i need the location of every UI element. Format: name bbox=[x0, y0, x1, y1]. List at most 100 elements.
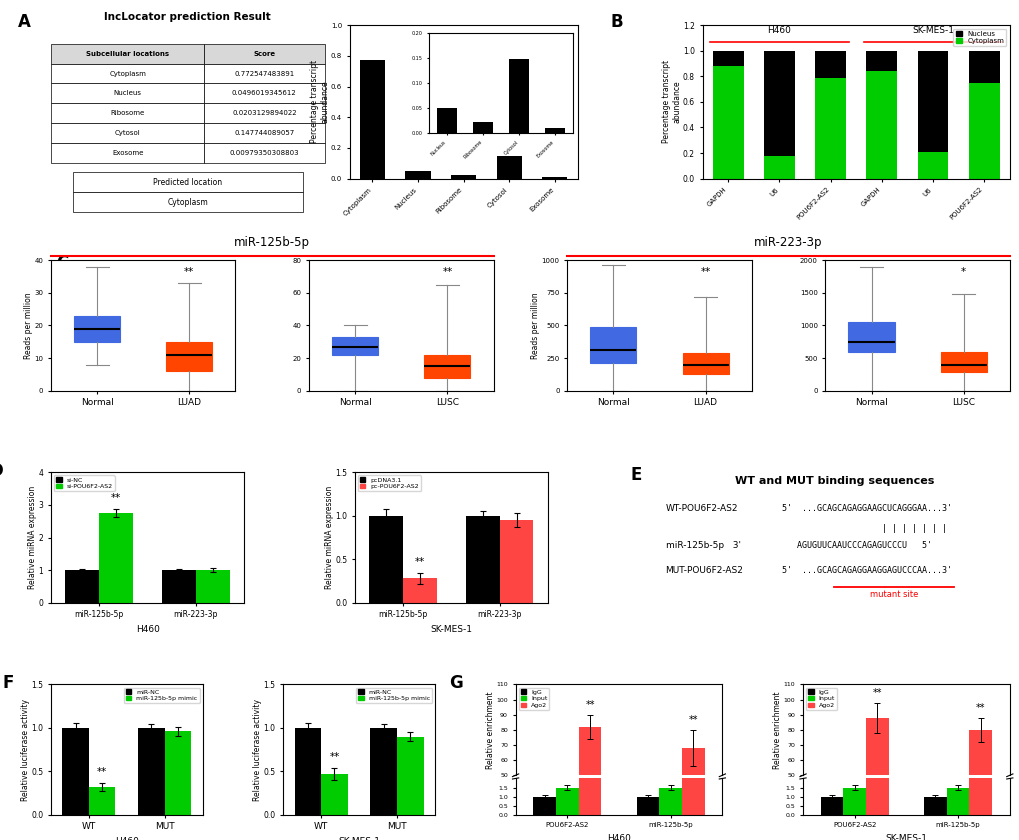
Bar bbox=[712, 50, 743, 66]
Bar bbox=[65, 570, 99, 603]
Legend: Nucleus, Cytoplasm: Nucleus, Cytoplasm bbox=[953, 29, 1006, 46]
Bar bbox=[578, 0, 601, 815]
Text: 0.147744089057: 0.147744089057 bbox=[234, 130, 294, 136]
Text: Subcellular locations: Subcellular locations bbox=[86, 50, 169, 56]
Y-axis label: Relative miRNA expression: Relative miRNA expression bbox=[324, 486, 333, 589]
X-axis label: H460: H460 bbox=[606, 834, 631, 840]
Bar bbox=[555, 788, 578, 815]
Bar bbox=[814, 50, 845, 77]
Text: Cytosol: Cytosol bbox=[114, 130, 141, 136]
Bar bbox=[682, 748, 704, 840]
Bar bbox=[162, 570, 196, 603]
Text: WT and MUT binding sequences: WT and MUT binding sequences bbox=[734, 476, 933, 486]
Text: 0.00979350308803: 0.00979350308803 bbox=[229, 150, 299, 156]
Bar bbox=[370, 728, 396, 815]
Text: 0.772547483891: 0.772547483891 bbox=[234, 71, 294, 76]
Bar bbox=[450, 176, 476, 179]
Legend: pcDNA3.1, pc-POU6F2-AS2: pcDNA3.1, pc-POU6F2-AS2 bbox=[358, 475, 421, 491]
PathPatch shape bbox=[682, 353, 728, 374]
Bar bbox=[62, 728, 89, 815]
Bar bbox=[396, 737, 423, 815]
Bar bbox=[658, 788, 682, 815]
Y-axis label: Relative luciferase activity: Relative luciferase activity bbox=[20, 699, 30, 801]
Text: 5'  ...GCAGCAGAGGAAGGAGUCCCAA...3': 5' ...GCAGCAGAGGAAGGAGUCCCAA...3' bbox=[781, 565, 951, 575]
Legend: miR-NC, miR-125b-5p mimic: miR-NC, miR-125b-5p mimic bbox=[356, 687, 431, 703]
Bar bbox=[946, 788, 968, 815]
X-axis label: SK-MES-1: SK-MES-1 bbox=[884, 834, 926, 840]
Bar bbox=[533, 796, 555, 815]
Text: **: ** bbox=[329, 752, 339, 762]
Text: 0.0496019345612: 0.0496019345612 bbox=[231, 91, 297, 97]
PathPatch shape bbox=[74, 316, 120, 342]
Bar bbox=[578, 727, 601, 840]
Legend: IgG, Input, Ago2: IgG, Input, Ago2 bbox=[519, 687, 549, 710]
Bar bbox=[917, 152, 948, 179]
Bar bbox=[204, 83, 324, 103]
Bar bbox=[923, 796, 946, 815]
Text: Nucleus: Nucleus bbox=[113, 91, 142, 97]
PathPatch shape bbox=[166, 342, 212, 371]
Legend: miR-NC, miR-125b-5p mimic: miR-NC, miR-125b-5p mimic bbox=[123, 687, 200, 703]
Text: Score: Score bbox=[253, 50, 275, 56]
Bar bbox=[138, 728, 165, 815]
Text: F: F bbox=[2, 674, 14, 692]
Text: D: D bbox=[0, 462, 3, 480]
Text: **: ** bbox=[111, 493, 121, 502]
PathPatch shape bbox=[590, 327, 636, 363]
Bar bbox=[72, 192, 303, 213]
X-axis label: H460: H460 bbox=[115, 837, 139, 840]
Text: WT-POU6F2-AS2: WT-POU6F2-AS2 bbox=[665, 504, 738, 513]
Text: E: E bbox=[630, 466, 641, 484]
Y-axis label: Reads per million: Reads per million bbox=[531, 292, 540, 359]
Bar bbox=[204, 64, 324, 83]
Bar bbox=[636, 796, 658, 815]
PathPatch shape bbox=[332, 337, 378, 354]
Bar bbox=[321, 774, 347, 815]
Bar bbox=[89, 787, 115, 815]
Bar bbox=[51, 123, 204, 144]
X-axis label: SK-MES-1: SK-MES-1 bbox=[430, 625, 472, 634]
Text: Ribosome: Ribosome bbox=[110, 110, 145, 117]
Bar bbox=[917, 50, 948, 152]
Bar bbox=[968, 730, 991, 840]
Bar bbox=[968, 82, 999, 179]
Text: **: ** bbox=[700, 267, 710, 277]
Text: **: ** bbox=[97, 767, 107, 776]
Bar bbox=[51, 83, 204, 103]
Text: **: ** bbox=[585, 701, 594, 710]
Bar bbox=[968, 0, 991, 815]
Text: **: ** bbox=[975, 703, 984, 713]
PathPatch shape bbox=[848, 323, 894, 352]
Bar bbox=[865, 71, 897, 179]
Text: miR-125b-5p: miR-125b-5p bbox=[234, 236, 310, 249]
Bar bbox=[72, 172, 303, 192]
Bar bbox=[51, 44, 204, 64]
Bar bbox=[763, 155, 794, 179]
Text: A: A bbox=[18, 13, 31, 31]
Text: Cytoplasm: Cytoplasm bbox=[167, 198, 208, 207]
Bar bbox=[403, 579, 436, 603]
Bar bbox=[814, 77, 845, 179]
Text: | | | | | | |: | | | | | | | bbox=[781, 524, 946, 533]
Text: mutant site: mutant site bbox=[869, 590, 917, 599]
Bar bbox=[369, 516, 403, 603]
Text: **: ** bbox=[688, 716, 697, 725]
Bar bbox=[196, 570, 229, 603]
Bar bbox=[99, 513, 132, 603]
Bar bbox=[294, 728, 321, 815]
Bar bbox=[466, 516, 499, 603]
Y-axis label: Relative luciferase activity: Relative luciferase activity bbox=[253, 699, 262, 801]
PathPatch shape bbox=[424, 354, 470, 378]
Text: **: ** bbox=[184, 267, 195, 277]
Text: **: ** bbox=[872, 688, 881, 698]
Text: SK-MES-1: SK-MES-1 bbox=[911, 26, 953, 35]
PathPatch shape bbox=[940, 352, 985, 372]
X-axis label: H460: H460 bbox=[136, 625, 159, 634]
Y-axis label: Relative miRNA expression: Relative miRNA expression bbox=[29, 486, 37, 589]
Text: **: ** bbox=[442, 267, 452, 277]
Bar bbox=[204, 103, 324, 123]
Text: **: ** bbox=[415, 557, 425, 567]
Bar bbox=[51, 103, 204, 123]
Bar bbox=[843, 788, 865, 815]
Bar bbox=[406, 171, 430, 179]
